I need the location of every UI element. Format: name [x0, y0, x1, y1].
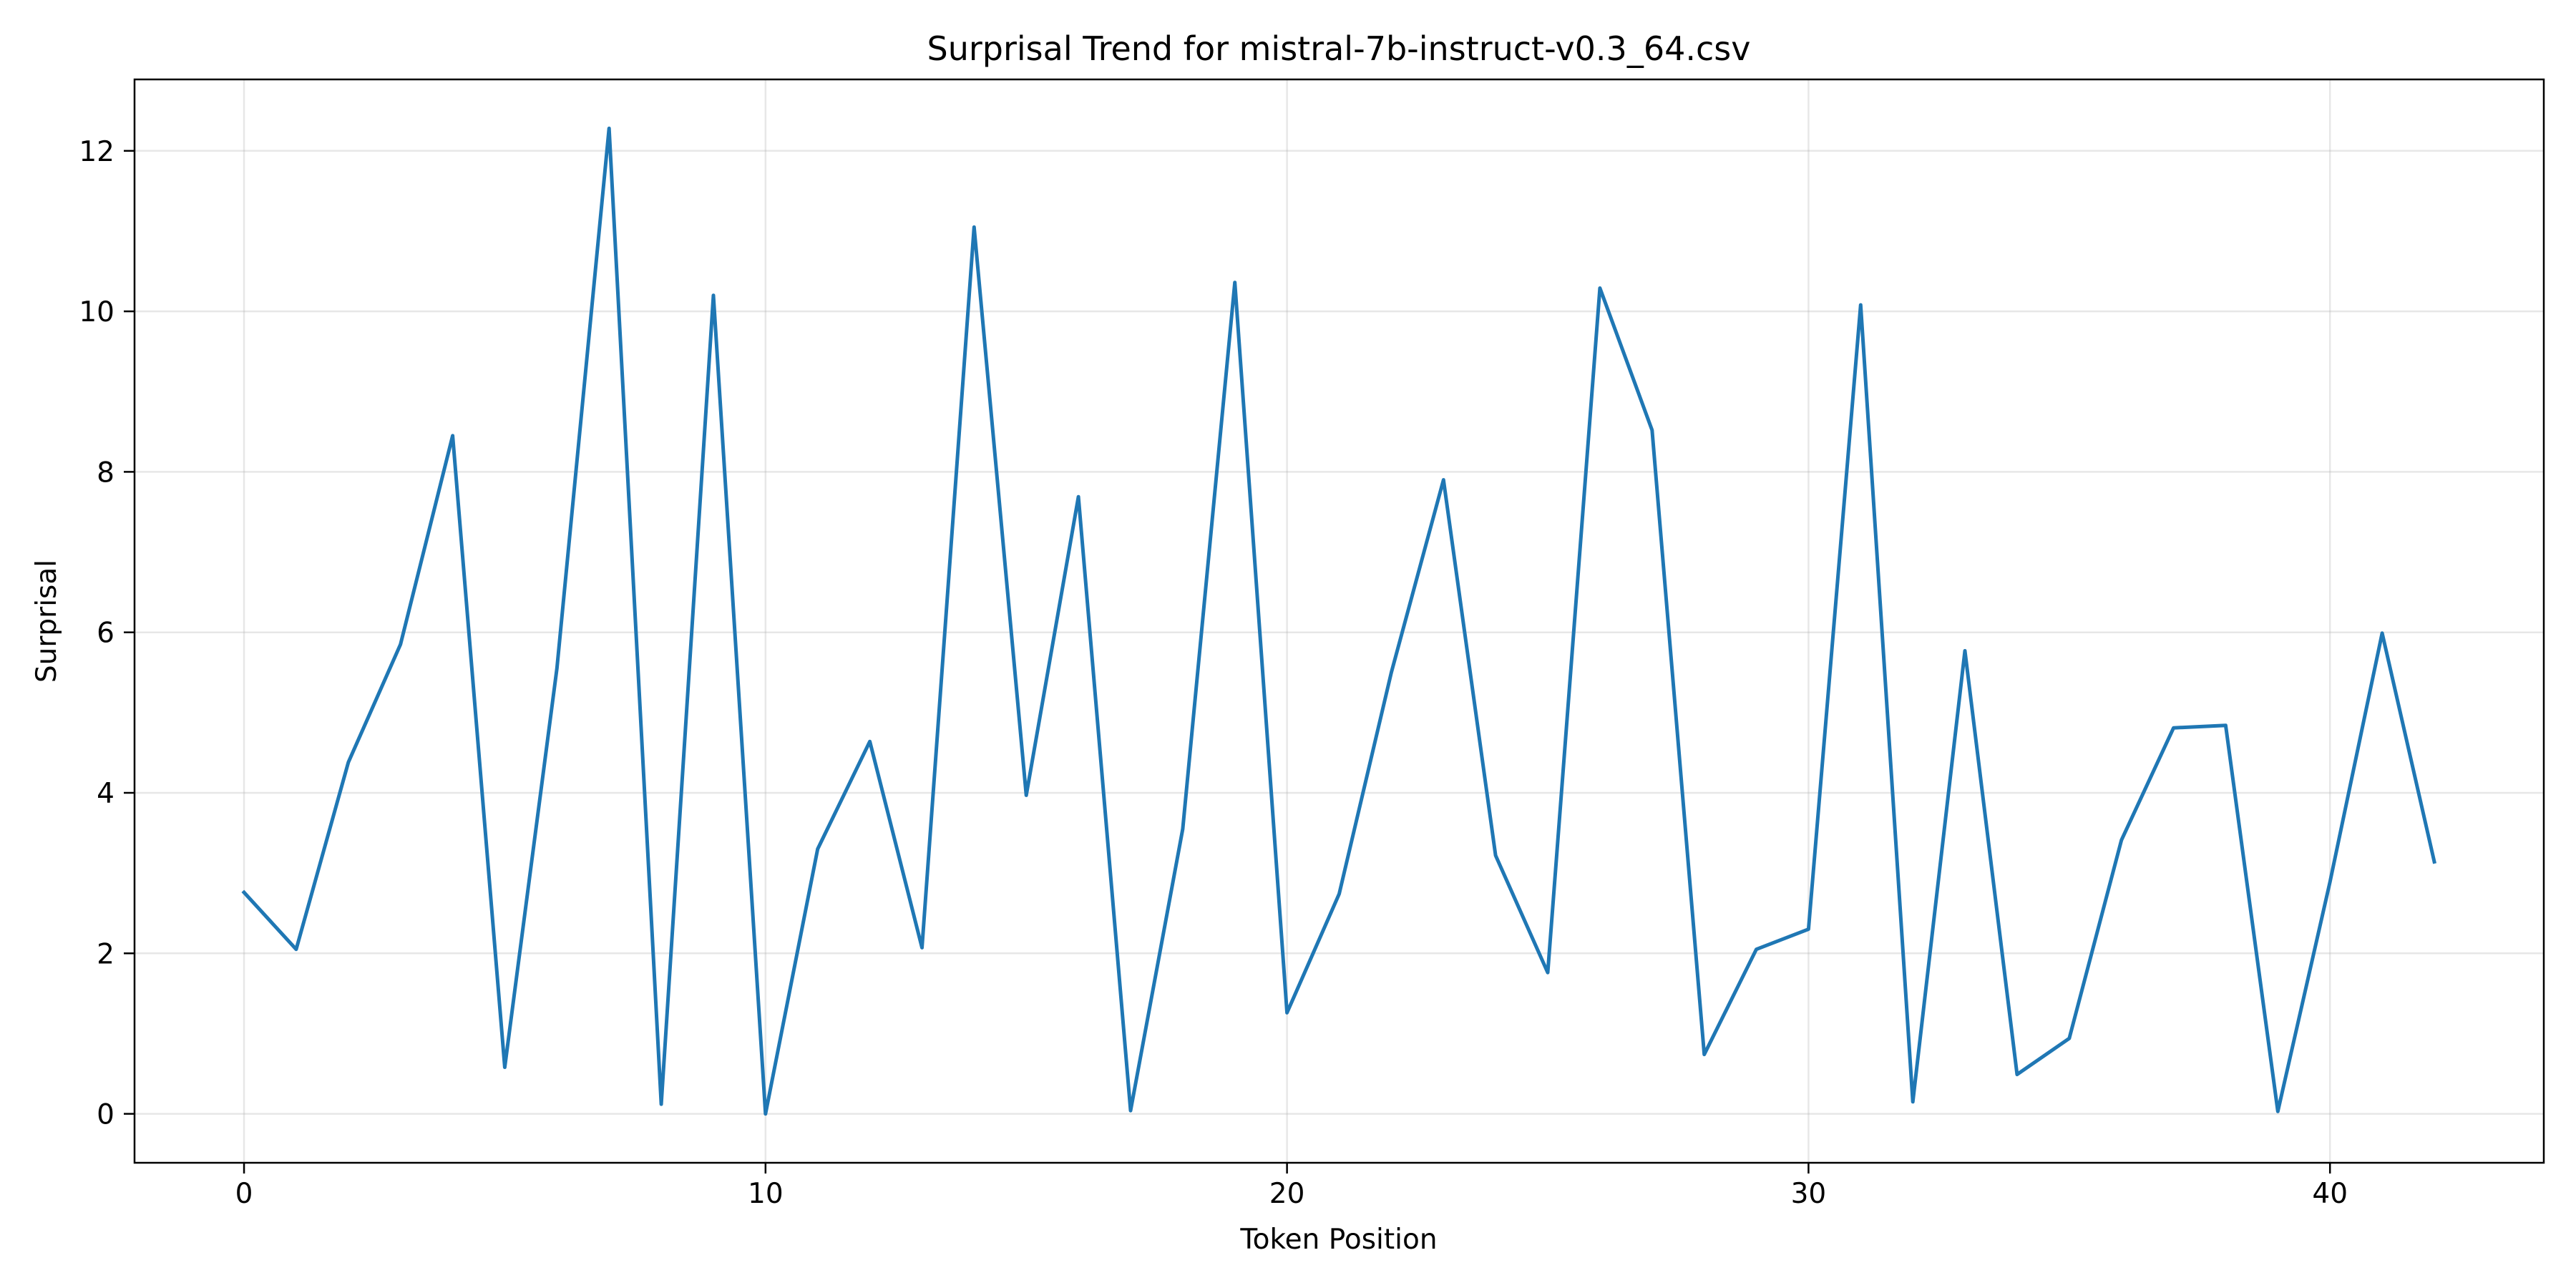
series-layer — [241, 126, 2436, 1116]
y-tick-label: 2 — [97, 938, 114, 970]
y-tick-label: 10 — [79, 296, 114, 328]
chart-title: Surprisal Trend for mistral-7b-instruct-… — [927, 29, 1751, 68]
grid-lines — [135, 79, 2544, 1163]
y-tick-label: 6 — [97, 618, 114, 650]
y-tick-label: 8 — [97, 457, 114, 489]
axis-ticks: 0 10 20 30 40 0 2 4 6 8 10 12 — [79, 136, 2348, 1210]
y-tick-label: 0 — [97, 1099, 114, 1131]
x-tick-label: 0 — [235, 1178, 253, 1210]
x-tick-label: 20 — [1269, 1178, 1305, 1210]
surprisal-series-line — [241, 126, 2436, 1116]
x-tick-label: 30 — [1791, 1178, 1827, 1210]
x-axis-label: Token Position — [1239, 1224, 1437, 1256]
x-tick-label: 10 — [748, 1178, 784, 1210]
plot-frame — [133, 78, 2545, 1164]
y-tick-label: 4 — [97, 778, 114, 810]
x-tick-label: 40 — [2312, 1178, 2348, 1210]
y-tick-label: 12 — [79, 136, 114, 168]
y-axis-label: Surprisal — [31, 560, 63, 683]
